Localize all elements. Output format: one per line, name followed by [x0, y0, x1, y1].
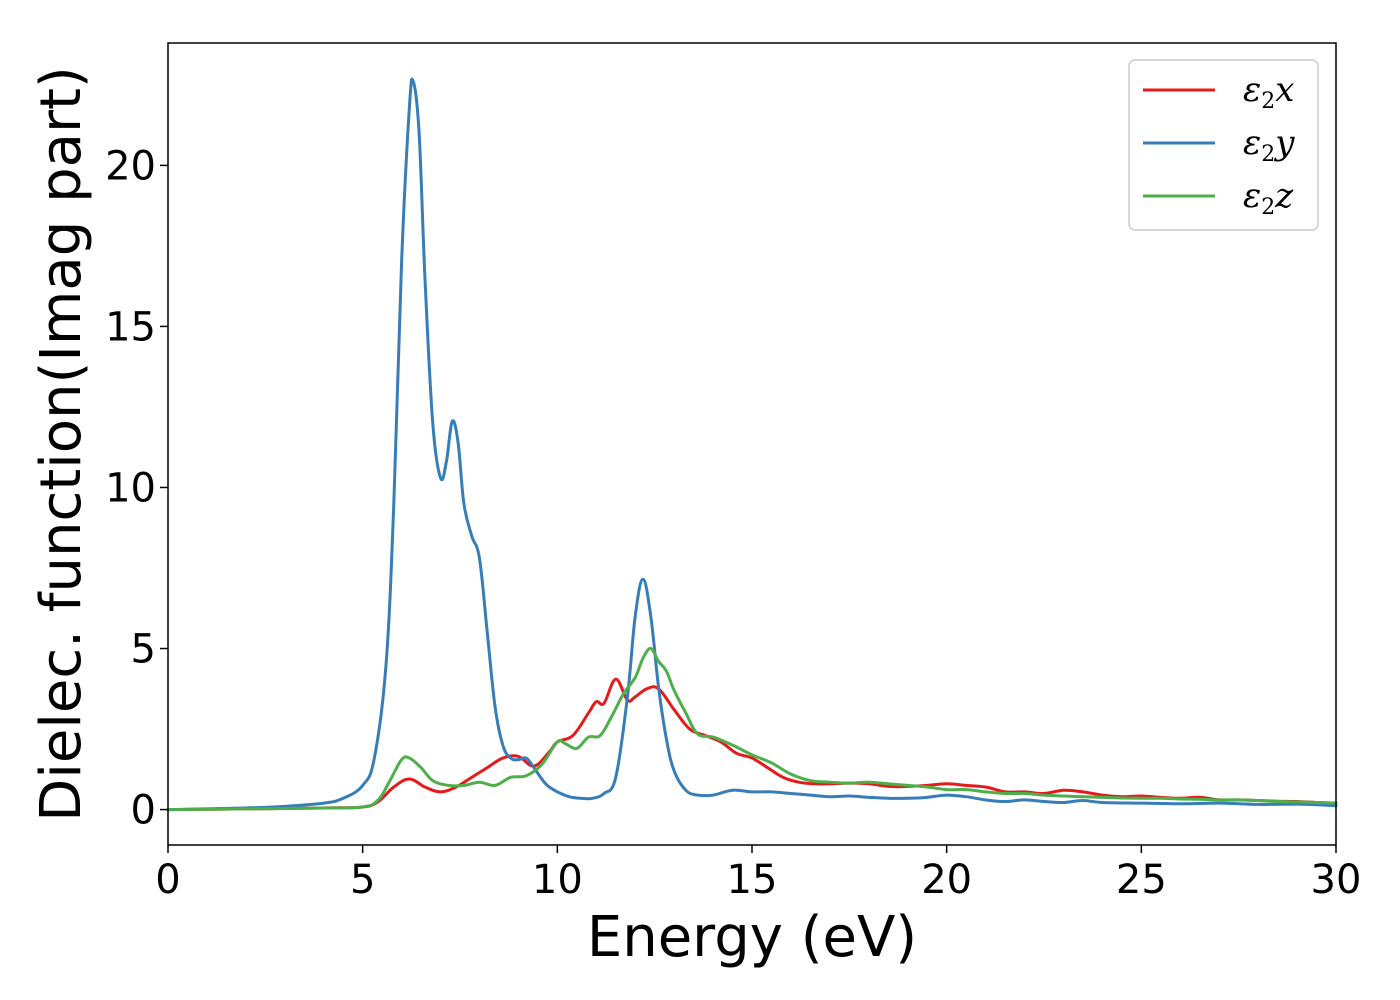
x-tick-label: 10 — [532, 857, 583, 903]
y-tick-label: 0 — [131, 788, 156, 834]
legend-label-x: ε2x — [1243, 70, 1294, 114]
y-tick-label: 20 — [105, 143, 156, 189]
legend-label-y: ε2y — [1243, 123, 1295, 167]
series-layer — [166, 77, 1338, 812]
x-axis-ticks: 0 5 10 15 20 25 30 — [155, 845, 1361, 903]
x-tick-label: 30 — [1311, 857, 1362, 903]
y-tick-label: 10 — [105, 465, 156, 511]
x-tick-label: 15 — [727, 857, 778, 903]
x-tick-label: 25 — [1116, 857, 1167, 903]
series-line-y — [166, 77, 1338, 812]
legend-box — [1128, 59, 1319, 231]
x-tick-label: 0 — [155, 857, 180, 903]
y-tick-label: 15 — [105, 304, 156, 350]
y-axis-ticks: 0 5 10 15 20 — [105, 143, 168, 834]
x-tick-label: 5 — [350, 857, 375, 903]
x-tick-label: 20 — [921, 857, 972, 903]
legend: ε2x ε2y ε2z — [1128, 59, 1319, 231]
y-axis-label: Dielec. function(Imag part) — [29, 66, 94, 822]
series-line-x — [166, 677, 1338, 812]
legend-label-z: ε2z — [1243, 176, 1294, 220]
x-axis-label: Energy (eV) — [587, 905, 917, 970]
series-line-z — [166, 647, 1338, 812]
y-tick-label: 5 — [131, 627, 156, 673]
